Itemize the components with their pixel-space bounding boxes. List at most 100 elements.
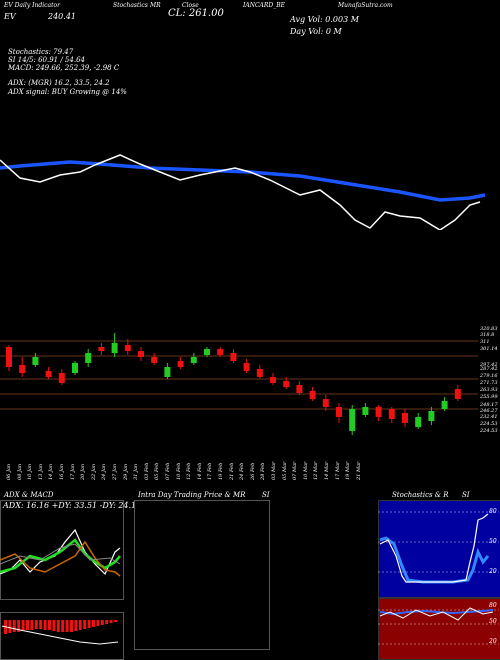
candle-body [428, 411, 435, 421]
macd-bar [74, 620, 78, 631]
date-axis-label: 31 Jan [133, 463, 140, 480]
macd-bar [61, 620, 65, 632]
macd-bar [48, 620, 51, 630]
stoch-si: SI [462, 491, 470, 499]
rsi-panel [378, 598, 500, 660]
stoch-level-20: 20 [489, 568, 497, 575]
macd-bar [8, 620, 12, 633]
candle-body [85, 353, 92, 363]
price-axis-label: 301.14 [480, 346, 498, 352]
adx-signal: ADX signal: BUY Growing @ 14% [8, 88, 127, 96]
date-axis-label: 14 Mar [324, 461, 330, 480]
macd-bar [34, 620, 38, 629]
macd-bar [56, 620, 60, 632]
intraday-panel [134, 500, 270, 650]
candle-body [309, 391, 316, 399]
adx-macd-title: ADX & MACD [4, 491, 54, 499]
candle-body [98, 347, 105, 351]
macd-bar [17, 620, 21, 632]
date-axis-label: 08 Jan [16, 463, 23, 480]
candle-body [58, 373, 65, 383]
ma-blue-line [0, 160, 486, 202]
date-axis-label: 07 Feb [165, 462, 171, 480]
macd-bar [12, 620, 16, 632]
moving-average-chart [0, 154, 486, 230]
ev-value: 240.41 [48, 12, 76, 21]
macd-bar [30, 620, 34, 630]
candle-body [138, 351, 144, 357]
candle-body [217, 349, 224, 355]
date-axis-label: 03 Feb [143, 462, 150, 480]
stochastics-lines [378, 511, 499, 584]
header-line1-left: EV Daily Indicator [4, 2, 60, 9]
candle-body [164, 367, 171, 377]
candle-body [6, 347, 12, 367]
date-axis-label: 12 Mar [313, 461, 320, 480]
macd-bar [96, 620, 100, 626]
candle-body [72, 363, 78, 373]
date-axis-label: 16 Jan [59, 463, 65, 480]
plus-di-line [0, 538, 121, 574]
candle-body [111, 343, 118, 353]
candle-body [336, 407, 342, 417]
date-axis-label: 10 Feb [175, 462, 182, 480]
candle-body [375, 407, 382, 417]
candle-body [204, 349, 210, 355]
date-axis-label: 29 Jan [122, 463, 129, 480]
date-axis-label: 21 Feb [228, 462, 235, 480]
day-volume: Day Vol: 0 M [290, 27, 342, 36]
price-axis-label: 248.17 [480, 402, 498, 408]
macd-bar [105, 620, 109, 624]
macd-bar [92, 620, 95, 627]
candle-body [402, 413, 408, 423]
adx-white-line [0, 528, 121, 576]
date-axis-label: 19 Mar [345, 461, 352, 480]
date-axis-label: 10 Jan [27, 463, 34, 480]
intraday-si: SI [262, 491, 270, 499]
adx-gray-line [0, 543, 121, 565]
date-axis-label: 14 Feb [196, 462, 203, 480]
candle-body [270, 377, 276, 383]
date-axis-label: 17 Feb [207, 462, 214, 480]
macd-bar [87, 620, 91, 628]
macd-bar [100, 620, 104, 625]
date-axis-label: 17 Mar [334, 461, 341, 480]
macd-bar [65, 620, 69, 632]
intraday-title: Intra Day Trading Price & MR [138, 491, 246, 499]
candle-body [19, 365, 26, 373]
price-axis-label: 279.16 [480, 373, 498, 379]
macd-bar [39, 620, 43, 629]
candle-body [230, 353, 237, 361]
date-axis-label: 19 Feb [218, 462, 224, 480]
date-axis-label: 24 Jan [101, 463, 108, 480]
candle-body [441, 401, 448, 409]
header-line1-stoch: Stochastics [113, 2, 148, 9]
date-axis-label: 13 Jan [37, 463, 44, 480]
date-axis-label: 05 Mar [281, 461, 288, 480]
rsi-level-20: 20 [489, 638, 497, 645]
candle-body [415, 417, 422, 427]
price-axis-label: 224.53 [480, 428, 498, 434]
price-axis-label: 320.83 [480, 326, 498, 332]
candle-body [45, 371, 52, 377]
price-axis-label: 311 [480, 339, 490, 345]
candle-body [283, 381, 290, 387]
candle-body [32, 357, 39, 365]
symbol: IANCARD_BE [243, 2, 285, 9]
price-axis-label: 263.93 [480, 387, 498, 393]
stoch-level-50: 50 [489, 538, 497, 545]
macd-bar [109, 620, 113, 623]
date-axis-label: 12 Feb [186, 462, 193, 480]
candle-body [349, 409, 356, 431]
header-line1-close-label: Close [182, 2, 199, 9]
stoch-white-line [379, 513, 489, 583]
price-axis-label: 287.42 [480, 366, 498, 372]
ev-prefix: EV [4, 12, 16, 21]
date-axis-label: 03 Mar [271, 461, 277, 480]
stoch-level-80: 80 [489, 508, 497, 515]
candle-body [177, 361, 184, 367]
si-readout: SI 14/5: 60.91 / 54.64 [8, 56, 85, 64]
rsi-lines [378, 607, 499, 645]
price-axis-label: 232.41 [480, 414, 498, 420]
rsi-level-50: 50 [489, 618, 497, 625]
